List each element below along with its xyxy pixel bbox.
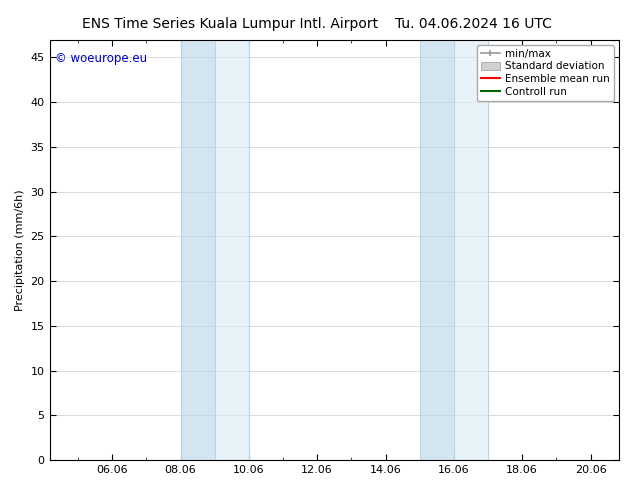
Bar	[215, 40, 249, 460]
Bar	[181, 40, 215, 460]
Y-axis label: Precipitation (mm/6h): Precipitation (mm/6h)	[15, 189, 25, 311]
Text: Tu. 04.06.2024 16 UTC: Tu. 04.06.2024 16 UTC	[395, 17, 552, 31]
Text: © woeurope.eu: © woeurope.eu	[55, 52, 147, 65]
Bar	[454, 40, 488, 460]
Text: ENS Time Series Kuala Lumpur Intl. Airport: ENS Time Series Kuala Lumpur Intl. Airpo…	[82, 17, 378, 31]
Bar	[420, 40, 454, 460]
Legend: min/max, Standard deviation, Ensemble mean run, Controll run: min/max, Standard deviation, Ensemble me…	[477, 45, 614, 101]
